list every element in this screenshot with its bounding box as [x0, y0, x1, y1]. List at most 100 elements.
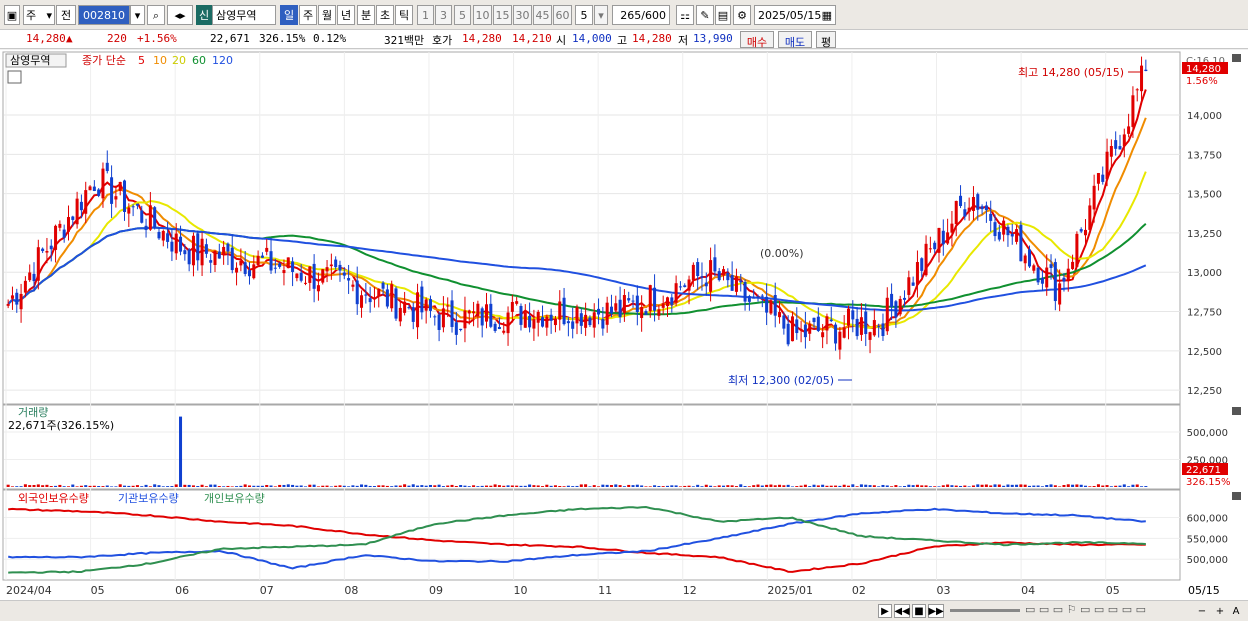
forward-button[interactable]: ▶▶	[928, 604, 944, 618]
period-year-button[interactable]: 년	[337, 5, 355, 25]
volume-bar	[846, 485, 851, 487]
interval-value-field[interactable]: 5	[575, 5, 593, 25]
candle-body	[1109, 146, 1113, 157]
volume-bar	[717, 485, 721, 487]
volume-bar	[1032, 485, 1036, 487]
period-second-button[interactable]: 초	[376, 5, 394, 25]
interval-dropdown-icon[interactable]: ▾	[594, 5, 608, 25]
volume-bar	[243, 484, 247, 487]
candle-body	[1101, 174, 1105, 182]
stock-name-field[interactable]: 삼영무역	[212, 5, 276, 25]
volume-bar	[127, 485, 131, 487]
volume-bar	[829, 485, 833, 487]
volume-bar	[334, 485, 338, 487]
volume-bar	[1019, 484, 1023, 487]
volume-bar	[497, 485, 501, 487]
interval-60-button[interactable]: 60	[553, 5, 572, 25]
stock-label: 삼영무역	[10, 54, 50, 67]
candle-body	[967, 207, 971, 212]
volume-panel-close-icon[interactable]	[1232, 407, 1241, 415]
candle-body	[730, 275, 734, 291]
ma-60-label: 60	[192, 54, 206, 67]
candle-body	[687, 279, 691, 291]
table-icon[interactable]	[7, 70, 22, 84]
search-icon[interactable]: ⌕	[147, 5, 165, 25]
auto-scale-button[interactable]: A	[1230, 604, 1242, 618]
volume-bar	[1127, 486, 1131, 487]
zoom-in-button[interactable]: +	[1214, 604, 1226, 618]
chart-type-icon[interactable]: ⚏	[676, 5, 694, 25]
volume-bar	[170, 486, 174, 487]
stop-button[interactable]: ■	[912, 604, 926, 618]
candle-body	[273, 267, 277, 269]
volume-bar	[597, 486, 601, 487]
candle-body	[786, 323, 790, 345]
volume-bar	[812, 484, 816, 487]
buy-button[interactable]: 매수	[740, 31, 774, 49]
market-select[interactable]: 주 ▾	[23, 5, 55, 25]
candle-body	[618, 299, 622, 318]
period-minute-button[interactable]: 분	[357, 5, 375, 25]
volume-tick-label: 250,000	[1187, 456, 1228, 467]
play-label: ▶	[881, 605, 889, 617]
play-button[interactable]: ▶	[878, 604, 892, 618]
count-field[interactable]: 265/600	[612, 5, 670, 25]
chart-area[interactable]: 14,000 13,750 13,500 13,250 13,000 12,750 12,5…	[0, 50, 1248, 600]
candle-body	[252, 264, 256, 279]
candle-body	[1122, 134, 1126, 146]
gridlines	[4, 52, 1180, 580]
period-day-button[interactable]: 일	[280, 5, 298, 25]
save-icon[interactable]: ▤	[715, 5, 731, 25]
candle-body	[299, 272, 303, 281]
interval-1-button[interactable]: 1	[417, 5, 434, 25]
holdings-panel-close-icon[interactable]	[1232, 492, 1241, 500]
period-month-button[interactable]: 월	[318, 5, 336, 25]
eval-button[interactable]: 평	[816, 31, 836, 49]
candle-body	[256, 255, 260, 266]
scroll-slider[interactable]	[950, 609, 1020, 612]
period-tick-button[interactable]: 틱	[395, 5, 413, 25]
volume-bar	[10, 486, 14, 487]
code-dropdown-icon[interactable]: ▾	[130, 5, 145, 25]
candle-body	[316, 285, 320, 292]
interval-10-button[interactable]: 10	[473, 5, 492, 25]
volume-bar	[743, 486, 747, 487]
zoom-out-button[interactable]: −	[1196, 604, 1208, 618]
layout-icons[interactable]: ▭ ▭ ▭ ⚐ ▭ ▭ ▭ ▭ ▭	[1025, 603, 1146, 616]
legend-foreign: 외국인보유수량	[18, 492, 89, 505]
candle-body	[726, 272, 730, 281]
candle-body	[1019, 224, 1023, 262]
stock-code-input[interactable]: 002810	[78, 5, 130, 25]
date-field[interactable]: 2025/05/15 ▦	[754, 5, 836, 25]
interval-45-button[interactable]: 45	[533, 5, 552, 25]
price-panel-close-icon[interactable]	[1232, 54, 1241, 62]
candle-body	[825, 316, 829, 331]
candle-body	[467, 310, 471, 314]
interval-5-button[interactable]: 5	[454, 5, 471, 25]
interval-3-button[interactable]: 3	[435, 5, 452, 25]
volume-bar	[773, 485, 777, 487]
window-menu-icon[interactable]: ▣	[4, 5, 20, 25]
interval-15-button[interactable]: 15	[493, 5, 512, 25]
volume-bar	[49, 486, 53, 487]
rewind-button[interactable]: ◀◀	[894, 604, 910, 618]
draw-tool-icon[interactable]: ✎	[696, 5, 714, 25]
stock-label-box[interactable]	[5, 53, 67, 68]
volume-bar	[734, 486, 738, 487]
volume-bar	[191, 485, 195, 487]
interval-30-button[interactable]: 30	[513, 5, 532, 25]
candle-body	[976, 194, 980, 210]
candle-body	[614, 303, 618, 311]
prev-button[interactable]: 전	[56, 5, 76, 25]
mid-annotation: (0.00%)	[760, 247, 804, 260]
sound-icon[interactable]: ◂▸	[167, 5, 193, 25]
gear-icon[interactable]: ⚙	[733, 5, 751, 25]
sell-button[interactable]: 매도	[778, 31, 812, 49]
candle-body	[355, 280, 359, 305]
volume-bar	[558, 486, 562, 487]
market-select-value: 주	[26, 9, 37, 22]
volume-bar	[592, 485, 596, 487]
period-week-button[interactable]: 주	[299, 5, 317, 25]
low-label: 저	[678, 34, 689, 47]
candle-body	[170, 241, 174, 252]
